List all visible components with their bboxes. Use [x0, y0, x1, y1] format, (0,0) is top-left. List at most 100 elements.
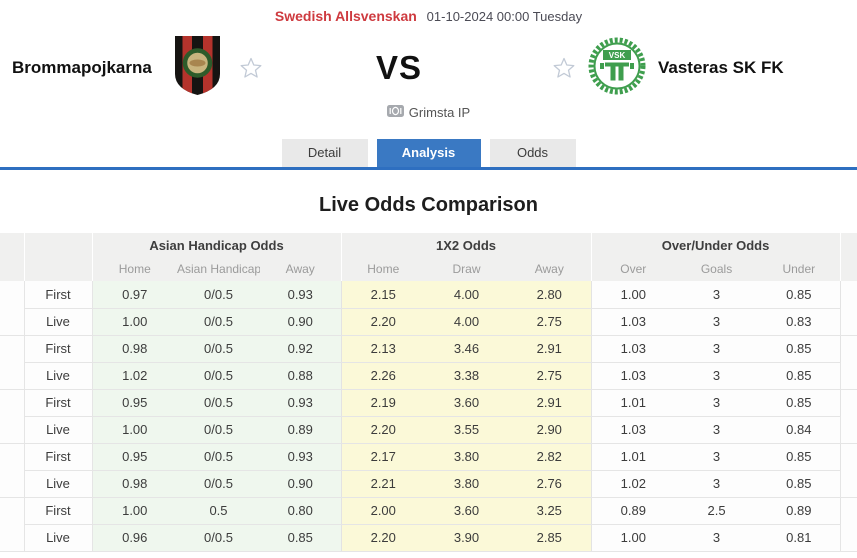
venue-name: Grimsta IP	[408, 105, 471, 120]
odds-value: 2.17	[341, 443, 425, 471]
odds-value: 0.95	[92, 389, 177, 417]
away-favorite-star-icon[interactable]	[552, 56, 576, 80]
bookmaker-cell-right-cropped	[839, 443, 857, 498]
odds-value: 0/0.5	[177, 281, 260, 309]
tab-bar: Detail Analysis Odds	[0, 139, 857, 170]
odds-value: 2.15	[341, 281, 425, 309]
odds-value: 2.76	[508, 470, 592, 498]
odds-row: Live 1.02 0/0.5 0.88 2.26 3.38 2.75 1.03 3 0.85	[0, 362, 857, 390]
odds-value: 2.13	[341, 335, 425, 363]
odds-value: 3.46	[425, 335, 508, 363]
header-type-col	[24, 233, 93, 257]
odds-value: 1.03	[591, 308, 676, 336]
odds-value: 1.02	[591, 470, 676, 498]
odds-value: 1.00	[92, 497, 177, 525]
subheader-ah-away: Away	[260, 257, 342, 281]
league-line: Swedish Allsvenskan 01-10-2024 00:00 Tue…	[0, 0, 857, 24]
odds-value: 0.96	[92, 524, 177, 552]
odds-value: 0.89	[758, 497, 841, 525]
away-team-name: Vasteras SK FK	[658, 58, 784, 77]
header-edge-left	[0, 233, 25, 257]
odds-value: 0.85	[758, 362, 841, 390]
tab-detail[interactable]: Detail	[281, 139, 368, 167]
match-datetime: 01-10-2024 00:00 Tuesday	[426, 9, 583, 24]
home-team-name: Brommapojkarna	[12, 58, 152, 77]
odds-value: 0.88	[260, 362, 342, 390]
odds-value: 0/0.5	[177, 335, 260, 363]
odds-row: Live 0.98 0/0.5 0.90 2.21 3.80 2.76 1.02 3 0.85	[0, 470, 857, 498]
tab-odds[interactable]: Odds	[489, 139, 576, 167]
odds-value: 0.85	[758, 335, 841, 363]
odds-value: 3	[675, 335, 759, 363]
odds-value: 3.60	[425, 389, 508, 417]
subheader-ah-home: Home	[92, 257, 177, 281]
group-header-over-under: Over/Under Odds	[591, 233, 841, 257]
venue-line: Grimsta IP	[0, 104, 857, 121]
odds-row: First 0.98 0/0.5 0.92 2.13 3.46 2.91 1.03 3 0.85	[0, 335, 857, 390]
bookmaker-cell-left-cropped	[0, 389, 25, 444]
subheader-1x2-away: Away	[508, 257, 592, 281]
odds-type-label: First	[24, 497, 93, 525]
subheader-ou-over: Over	[591, 257, 676, 281]
odds-value: 2.20	[341, 416, 425, 444]
odds-type-label: Live	[24, 524, 93, 552]
tab-analysis[interactable]: Analysis	[376, 139, 481, 167]
home-favorite-star-icon[interactable]	[239, 56, 263, 80]
odds-value: 2.20	[341, 308, 425, 336]
odds-type-label: Live	[24, 362, 93, 390]
odds-value: 2.80	[508, 281, 592, 309]
teams-row: Brommapojkarna VS	[0, 36, 857, 100]
odds-value: 1.00	[591, 524, 676, 552]
odds-value: 2.21	[341, 470, 425, 498]
odds-value: 2.75	[508, 308, 592, 336]
odds-value: 2.75	[508, 362, 592, 390]
odds-value: 2.91	[508, 335, 592, 363]
odds-table-header: Asian Handicap Odds 1X2 Odds Over/Under …	[0, 233, 857, 281]
odds-value: 0.81	[758, 524, 841, 552]
header-edge-right	[840, 233, 857, 257]
odds-value: 3	[675, 443, 759, 471]
odds-value: 0.97	[92, 281, 177, 309]
odds-row: Live 0.96 0/0.5 0.85 2.20 3.90 2.85 1.00 3 0.81	[0, 524, 857, 552]
group-header-asian-handicap: Asian Handicap Odds	[92, 233, 342, 257]
odds-value: 0/0.5	[177, 308, 260, 336]
subheader-ou-goals: Goals	[675, 257, 759, 281]
odds-value: 3	[675, 524, 759, 552]
odds-value: 3.60	[425, 497, 508, 525]
odds-value: 1.01	[591, 443, 676, 471]
odds-value: 0.85	[758, 470, 841, 498]
bookmaker-cell-left-cropped	[0, 497, 25, 552]
odds-value: 2.90	[508, 416, 592, 444]
odds-value: 3	[675, 416, 759, 444]
odds-value: 2.82	[508, 443, 592, 471]
odds-value: 0.98	[92, 470, 177, 498]
odds-value: 0/0.5	[177, 443, 260, 471]
odds-value: 4.00	[425, 281, 508, 309]
home-team-block: Brommapojkarna	[0, 35, 359, 101]
odds-value: 0.89	[260, 416, 342, 444]
odds-value: 0/0.5	[177, 524, 260, 552]
odds-type-label: First	[24, 335, 93, 363]
home-team-badge-icon	[174, 35, 221, 101]
subheader-1x2-home: Home	[341, 257, 425, 281]
odds-value: 4.00	[425, 308, 508, 336]
league-name: Swedish Allsvenskan	[274, 8, 417, 24]
live-odds-table: Asian Handicap Odds 1X2 Odds Over/Under …	[0, 233, 857, 552]
odds-value: 0.95	[92, 443, 177, 471]
odds-value: 0.84	[758, 416, 841, 444]
odds-value: 0.85	[758, 281, 841, 309]
odds-value: 0.90	[260, 470, 342, 498]
odds-row: First 0.95 0/0.5 0.93 2.17 3.80 2.82 1.01 3 0.85	[0, 443, 857, 498]
subheader-ah-line: Asian Handicap	[177, 257, 260, 281]
odds-value: 0.93	[260, 389, 342, 417]
odds-value: 3	[675, 389, 759, 417]
group-header-1x2: 1X2 Odds	[341, 233, 592, 257]
odds-value: 1.00	[92, 416, 177, 444]
odds-type-label: First	[24, 443, 93, 471]
bookmaker-cell-left-cropped	[0, 335, 25, 390]
odds-value: 2.19	[341, 389, 425, 417]
section-title: Live Odds Comparison	[319, 194, 538, 216]
odds-value: 2.00	[341, 497, 425, 525]
svg-text:VSK: VSK	[609, 51, 626, 60]
bookmaker-cell-left-cropped	[0, 443, 25, 498]
